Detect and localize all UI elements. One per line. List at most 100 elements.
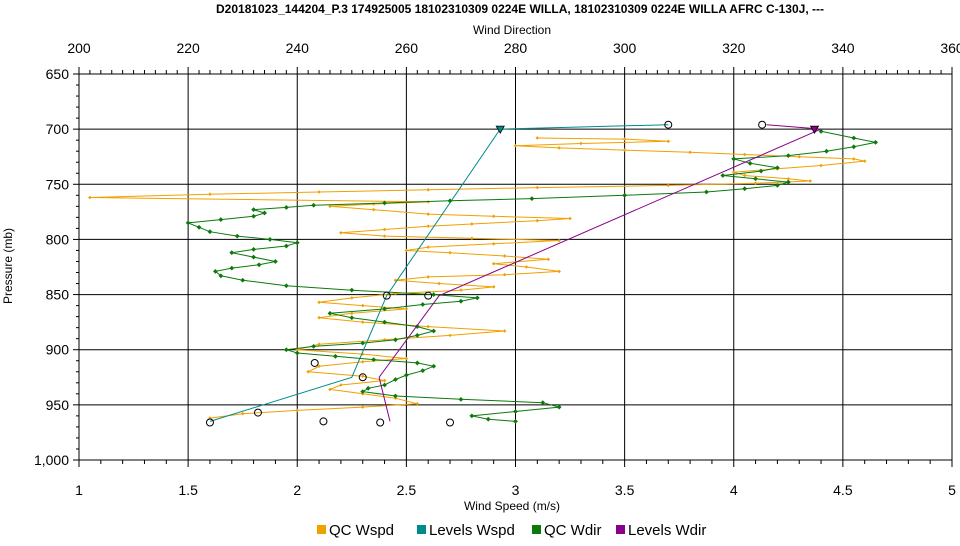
axis-ticks: 1 1.5 2 2.5 3 3.5 4 4.5 5 200 220 240 260 280 300 320 34… [34, 40, 960, 498]
level-circle-marker [319, 417, 328, 426]
chart-title: D20181023_144204_P.3 174925005 181023103… [216, 2, 824, 16]
point-qc-wspd [808, 179, 812, 183]
x-top-tick-label: 240 [286, 40, 310, 56]
point-qc-wspd [404, 356, 409, 361]
x-bottom-tick-label: 2 [293, 482, 301, 498]
point-qc-wspd [426, 212, 430, 216]
point-qc-wspd [426, 224, 430, 228]
point-qc-wdir [785, 179, 791, 185]
point-qc-wdir [747, 160, 753, 166]
point-qc-wspd [382, 378, 387, 383]
y-tick-label: 900 [46, 342, 70, 358]
y-axis-label: Pressure (mb) [1, 228, 15, 304]
point-qc-wspd [208, 192, 212, 197]
point-qc-wdir [851, 135, 857, 141]
legend-swatch [532, 525, 541, 534]
point-qc-wspd [426, 324, 430, 329]
level-circle-marker [310, 358, 319, 367]
point-qc-wspd [404, 248, 409, 253]
point-qc-wdir [229, 250, 235, 256]
point-qc-wdir [753, 176, 758, 182]
point-qc-wdir [393, 393, 398, 399]
point-qc-wspd [360, 405, 365, 409]
point-qc-wspd [360, 360, 365, 364]
point-qc-wspd [622, 148, 627, 152]
point-qc-wdir [485, 416, 491, 422]
level-triangle-marker [495, 125, 505, 134]
level-circle-marker [664, 120, 673, 129]
point-qc-wdir [775, 165, 780, 171]
legend: QC Wspd Levels Wspd QC Wdir Levels Wdir [317, 522, 706, 539]
point-qc-wspd [524, 265, 529, 269]
level-circle-marker [424, 291, 433, 300]
y-tick-label: 950 [46, 397, 70, 413]
point-qc-wdir [851, 144, 857, 150]
y-tick-label: 700 [46, 121, 70, 137]
point-qc-wdir [251, 254, 256, 260]
point-qc-wdir [360, 389, 366, 395]
point-qc-wspd [426, 188, 430, 192]
point-qc-wspd [459, 288, 463, 292]
point-qc-wspd [557, 238, 561, 243]
point-qc-wdir [873, 139, 879, 145]
point-qc-wdir [213, 269, 218, 274]
point-qc-wspd [622, 137, 627, 141]
x-top-axis-label: Wind Direction [473, 23, 551, 37]
point-qc-wdir [474, 295, 480, 301]
point-qc-wdir [469, 413, 475, 419]
point-qc-wspd [470, 222, 474, 226]
point-qc-wspd [502, 254, 507, 258]
y-tick-label: 1,000 [34, 452, 69, 468]
point-qc-wdir [185, 220, 191, 226]
series-line-levels-wdir [378, 124, 822, 422]
point-qc-wspd [502, 329, 507, 333]
point-qc-wdir [240, 277, 246, 283]
point-qc-wspd [415, 401, 420, 406]
point-qc-wspd [491, 242, 496, 246]
point-qc-wspd [546, 257, 551, 262]
point-qc-wspd [317, 364, 321, 369]
point-qc-wspd [317, 315, 321, 320]
point-qc-wspd [350, 311, 354, 316]
point-qc-wspd [797, 154, 802, 159]
level-circle-marker [358, 373, 367, 382]
point-qc-wdir [458, 396, 464, 402]
point-qc-wdir [251, 207, 256, 213]
point-qc-wdir [382, 382, 387, 388]
point-qc-wdir [256, 262, 262, 268]
point-qc-wdir [349, 287, 355, 293]
point-qc-wdir [365, 385, 371, 391]
point-qc-wdir [785, 153, 791, 159]
level-circle-marker [376, 418, 385, 427]
point-qc-wspd [819, 163, 823, 168]
point-qc-wdir [704, 189, 709, 195]
point-qc-wspd [666, 139, 671, 144]
point-qc-wspd [350, 296, 354, 300]
point-qc-wdir [251, 246, 256, 252]
point-qc-wspd [306, 369, 310, 374]
legend-label: QC Wspd [329, 522, 394, 539]
legend-label: QC Wdir [544, 522, 602, 539]
point-qc-wdir [382, 306, 387, 312]
point-qc-wdir [403, 372, 409, 378]
point-qc-wdir [420, 368, 426, 374]
point-qc-wspd [371, 207, 376, 212]
point-qc-wspd [568, 216, 572, 221]
x-top-tick-label: 200 [67, 40, 91, 56]
point-qc-wdir [556, 404, 562, 410]
point-qc-wspd [339, 383, 343, 387]
point-qc-wspd [208, 416, 212, 420]
point-qc-wspd [317, 190, 321, 194]
point-qc-wdir [327, 310, 333, 316]
x-top-tick-label: 360 [940, 40, 960, 56]
point-qc-wdir [458, 298, 464, 304]
point-qc-wspd [437, 281, 441, 286]
x-bottom-tick-label: 4 [730, 482, 738, 498]
point-qc-wdir [262, 210, 267, 216]
point-qc-wdir [393, 337, 398, 343]
point-qc-wspd [851, 157, 856, 161]
point-qc-wdir [513, 409, 518, 414]
point-qc-wdir [311, 344, 317, 349]
point-qc-wspd [557, 146, 561, 150]
point-qc-wspd [360, 352, 365, 356]
